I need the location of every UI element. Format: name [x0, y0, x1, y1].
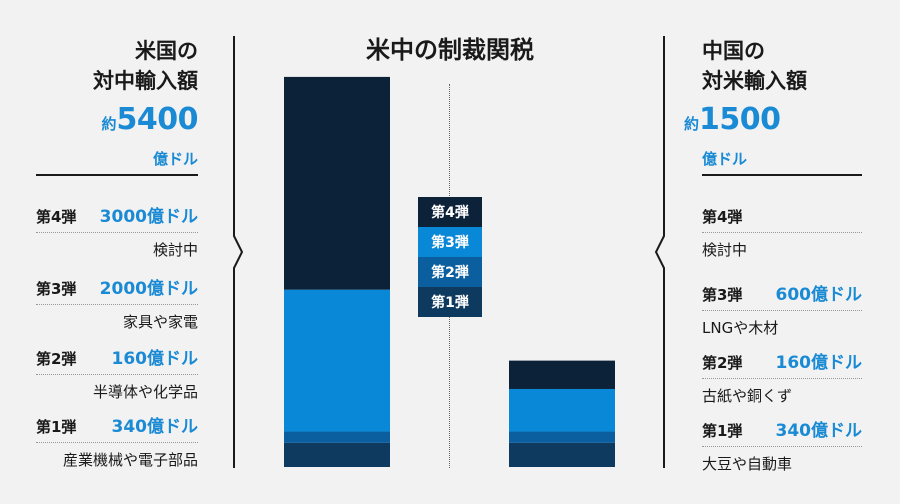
- us-row-divider: [36, 374, 198, 375]
- us-row-amount: 340億ドル: [111, 417, 199, 437]
- bar-segment-us-3: [284, 289, 390, 432]
- us-title-line2: 対中輸入額: [93, 69, 198, 93]
- china-row-divider: [702, 310, 862, 311]
- china-row: 第1弾 340億ドル 大豆や自動車: [702, 416, 862, 474]
- bar-segment-china-2: [509, 431, 615, 443]
- legend-item-3: 第3弾: [418, 227, 482, 257]
- china-title-line2: 対米輸入額: [702, 69, 807, 93]
- china-total-value: 1500: [699, 102, 781, 137]
- us-row-desc: 検討中: [152, 241, 198, 259]
- china-total-unit: 億ドル: [702, 150, 748, 168]
- us-rule: [36, 174, 198, 176]
- us-row-amount: 160億ドル: [111, 349, 199, 369]
- us-row-desc: 半導体や化学品: [92, 383, 198, 401]
- china-row: 第2弾 160億ドル 古紙や銅くず: [702, 348, 862, 406]
- china-row-desc: LNGや木材: [702, 319, 779, 337]
- us-row-label: 第3弾: [36, 280, 77, 298]
- china-row-divider: [702, 446, 862, 447]
- china-total: 約1500: [684, 102, 781, 137]
- bar-segment-us-4: [284, 76, 390, 290]
- us-row-amount: 3000億ドル: [99, 207, 198, 227]
- legend-item-1: 第1弾: [418, 287, 482, 317]
- legend-item-2: 第2弾: [418, 257, 482, 287]
- china-row-amount: 340億ドル: [775, 421, 863, 441]
- china-title-line1: 中国の: [702, 39, 765, 63]
- china-row-desc: 検討中: [702, 241, 748, 259]
- us-total-approx: 約: [101, 115, 117, 133]
- us-row-divider: [36, 304, 198, 305]
- china-row: 第3弾 600億ドル LNGや木材: [702, 280, 862, 338]
- bar-segment-us-2: [284, 431, 390, 443]
- us-row: 第2弾 160億ドル 半導体や化学品: [36, 344, 198, 402]
- china-row-amount: 160億ドル: [775, 353, 863, 373]
- china-row-label: 第4弾: [702, 208, 743, 226]
- china-row-desc: 大豆や自動車: [702, 455, 793, 473]
- china-row-label: 第3弾: [702, 286, 743, 304]
- china-total-approx: 約: [684, 115, 700, 133]
- china-row-label: 第1弾: [702, 422, 743, 440]
- china-row-desc: 古紙や銅くず: [702, 387, 793, 405]
- right-bracket-divider: [654, 36, 665, 468]
- stacked-bar-chart: [284, 76, 615, 467]
- us-total: 約5400: [101, 102, 198, 137]
- legend-item-4: 第4弾: [418, 197, 482, 227]
- us-row-amount: 2000億ドル: [99, 279, 198, 299]
- bar-segment-china-4: [509, 360, 615, 389]
- bar-segment-china-3: [509, 388, 615, 432]
- china-row-label: 第2弾: [702, 354, 743, 372]
- china-rule: [702, 174, 862, 176]
- us-row-label: 第1弾: [36, 418, 77, 436]
- us-row: 第1弾 340億ドル 産業機械や電子部品: [36, 412, 198, 470]
- us-total-value: 5400: [116, 102, 199, 137]
- us-row-divider: [36, 442, 198, 443]
- us-row-label: 第2弾: [36, 350, 77, 368]
- us-row: 第4弾 3000億ドル 検討中: [36, 202, 198, 260]
- us-row-divider: [36, 232, 198, 233]
- us-row: 第3弾 2000億ドル 家具や家電: [36, 274, 198, 332]
- left-bracket-divider: [233, 36, 244, 468]
- china-row-divider: [702, 378, 862, 379]
- china-row-amount: 600億ドル: [775, 285, 863, 305]
- china-row: 第4弾 検討中: [702, 206, 862, 260]
- bar-segment-us-1: [284, 442, 390, 467]
- us-row-desc: 家具や家電: [122, 313, 198, 331]
- china-row-divider: [702, 232, 862, 233]
- bar-segment-china-1: [509, 442, 615, 467]
- china-panel: 中国の 対米輸入額 約1500 億ドル 第4弾 検討中 第3弾 600億ドル LN…: [684, 36, 862, 476]
- chart-title: 米中の制裁関税: [366, 36, 534, 64]
- us-title-line1: 米国の: [135, 39, 198, 63]
- us-total-unit: 億ドル: [152, 150, 198, 168]
- us-panel: 米国の 対中輸入額 約5400 億ドル 第4弾 3000億ドル 検討中 第3弾 20…: [36, 36, 198, 476]
- us-row-desc: 産業機械や電子部品: [62, 451, 198, 469]
- legend: 第4弾 第3弾 第2弾 第1弾: [418, 197, 482, 317]
- us-row-label: 第4弾: [36, 208, 77, 226]
